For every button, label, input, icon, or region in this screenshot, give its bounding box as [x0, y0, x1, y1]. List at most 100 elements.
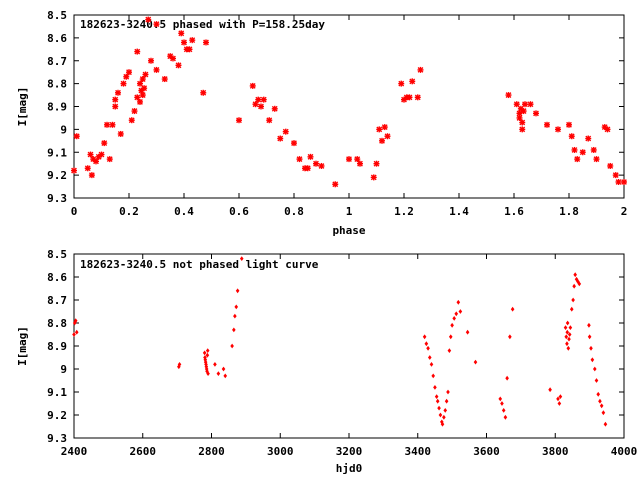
chart-0-data-point: [255, 96, 262, 103]
chart-0-data-point: [189, 37, 196, 44]
chart-1-x-tick-label: 3800: [542, 445, 569, 458]
chart-1-data-point: [452, 316, 456, 321]
chart-1-x-tick-label: 3400: [405, 445, 432, 458]
chart-1-data-point: [566, 345, 571, 351]
chart-1-data-point: [221, 366, 226, 372]
chart-0-data-point: [604, 126, 611, 133]
chart-0-data-point: [579, 149, 586, 156]
chart-0-data-point: [175, 62, 182, 69]
chart-0-data-point: [137, 80, 143, 87]
chart-1-data-point: [429, 362, 434, 367]
chart-1-data-point: [437, 405, 441, 411]
chart-0-data-point: [571, 146, 578, 153]
chart-1-data-point: [556, 396, 560, 402]
chart-0-data-point: [282, 128, 289, 135]
chart-0-data-point: [258, 103, 264, 110]
chart-0-data-point: [615, 178, 622, 185]
chart-1-y-tick-label: 9.3: [47, 432, 67, 445]
chart-1-data-point: [558, 394, 563, 399]
chart-0-data-point: [520, 108, 527, 115]
chart-0-data-point: [139, 76, 146, 83]
chart-1-data-point: [447, 348, 452, 353]
chart-1-data-point: [223, 373, 228, 379]
chart-0-y-tick-label: 9.1: [47, 146, 67, 159]
chart-0-data-point: [112, 96, 119, 103]
chart-0-data-point: [585, 135, 592, 142]
chart-1-data-point: [202, 350, 207, 356]
chart-0-data-point: [200, 89, 207, 96]
chart-0-data-point: [141, 85, 148, 92]
chart-1-data-point: [548, 387, 552, 393]
chart-1-x-tick-label: 3600: [473, 445, 500, 458]
chart-1-y-tick-label: 8.8: [47, 317, 67, 330]
chart-0-y-tick-label: 8.7: [47, 55, 67, 68]
chart-1-data-point: [573, 272, 577, 278]
chart-1-data-point: [443, 408, 448, 413]
chart-1-data-point: [448, 334, 453, 340]
chart-1-data-point: [589, 345, 593, 351]
chart-0-plot-frame: [73, 14, 625, 199]
chart-1-data-point: [232, 327, 236, 333]
chart-0-y-tick-label: 8.6: [47, 32, 67, 45]
chart-1-x-tick-label: 2800: [198, 445, 225, 458]
chart-0-x-tick-label: 1.8: [559, 205, 579, 218]
chart-1-data-point: [503, 414, 508, 420]
chart-1-x-tick-label: 3000: [267, 445, 294, 458]
chart-0-data-point: [266, 117, 273, 124]
chart-0-data-point: [318, 162, 325, 169]
chart-0-data-point: [101, 140, 108, 147]
chart-1-data-point: [557, 401, 562, 406]
chart-0-x-tick-label: 1.4: [449, 205, 469, 218]
chart-1-data-point: [431, 373, 436, 379]
chart-1-data-point: [234, 304, 239, 310]
chart-0-data-point: [406, 94, 413, 101]
chart-1-y-tick-label: 9.2: [47, 409, 67, 422]
chart-0-data-point: [384, 133, 391, 140]
chart-1-data-point: [458, 309, 463, 314]
chart-0-data-point: [533, 110, 539, 117]
chart-0-data-point: [153, 21, 160, 28]
chart-1-data-point: [601, 410, 606, 416]
chart-0-data-point: [139, 92, 146, 99]
chart-0-data-point: [590, 146, 597, 153]
chart-1-data-point: [564, 334, 569, 340]
chart-1-title: 182623-3240.5 not phased light curve: [80, 258, 319, 271]
chart-1-data-point: [498, 396, 503, 402]
chart-0-data-point: [104, 121, 110, 128]
chart-1-data-point: [235, 288, 240, 294]
chart-0-data-point: [277, 135, 284, 142]
chart-0-data-point: [126, 69, 132, 76]
chart-1-y-axis-label: I[mag]: [16, 326, 29, 366]
chart-0-data-point: [291, 140, 297, 147]
chart-1-data-point: [568, 325, 573, 330]
chart-0-x-axis-label: phase: [332, 224, 365, 237]
chart-0-data-point: [544, 121, 550, 128]
chart-0-x-tick-label: 2: [621, 205, 628, 218]
chart-0-data-point: [98, 151, 105, 158]
chart-1-data-point: [216, 371, 221, 376]
chart-0-data-point: [409, 78, 416, 85]
chart-1-y-tick-label: 8.9: [47, 340, 67, 353]
chart-1-data-point: [434, 394, 439, 399]
chart-1-data-point: [438, 412, 443, 418]
chart-0-data-point: [112, 103, 119, 110]
chart-0-data-point: [109, 121, 116, 128]
chart-0-x-tick-label: 0: [71, 205, 78, 218]
chart-0-data-point: [332, 181, 339, 188]
chart-0-data-point: [142, 71, 149, 78]
chart-0-data-point: [71, 167, 77, 174]
chart-0-x-tick-label: 0.6: [229, 205, 249, 218]
chart-1-data-point: [204, 366, 209, 372]
chart-0-x-tick-label: 1.2: [394, 205, 414, 218]
chart-1-data-point: [444, 398, 449, 404]
chart-0-data-point: [522, 101, 528, 108]
chart-0-data-point: [373, 160, 380, 167]
chart-1-data-point: [565, 320, 570, 326]
chart-0-x-tick-label: 0.4: [174, 205, 194, 218]
chart-1-data-point: [500, 401, 504, 406]
chart-0-data-point: [161, 76, 168, 83]
chart-0-data-point: [73, 133, 80, 140]
chart-0-data-point: [134, 48, 141, 55]
chart-0-x-tick-label: 0.8: [284, 205, 304, 218]
chart-0-data-point: [505, 92, 512, 99]
